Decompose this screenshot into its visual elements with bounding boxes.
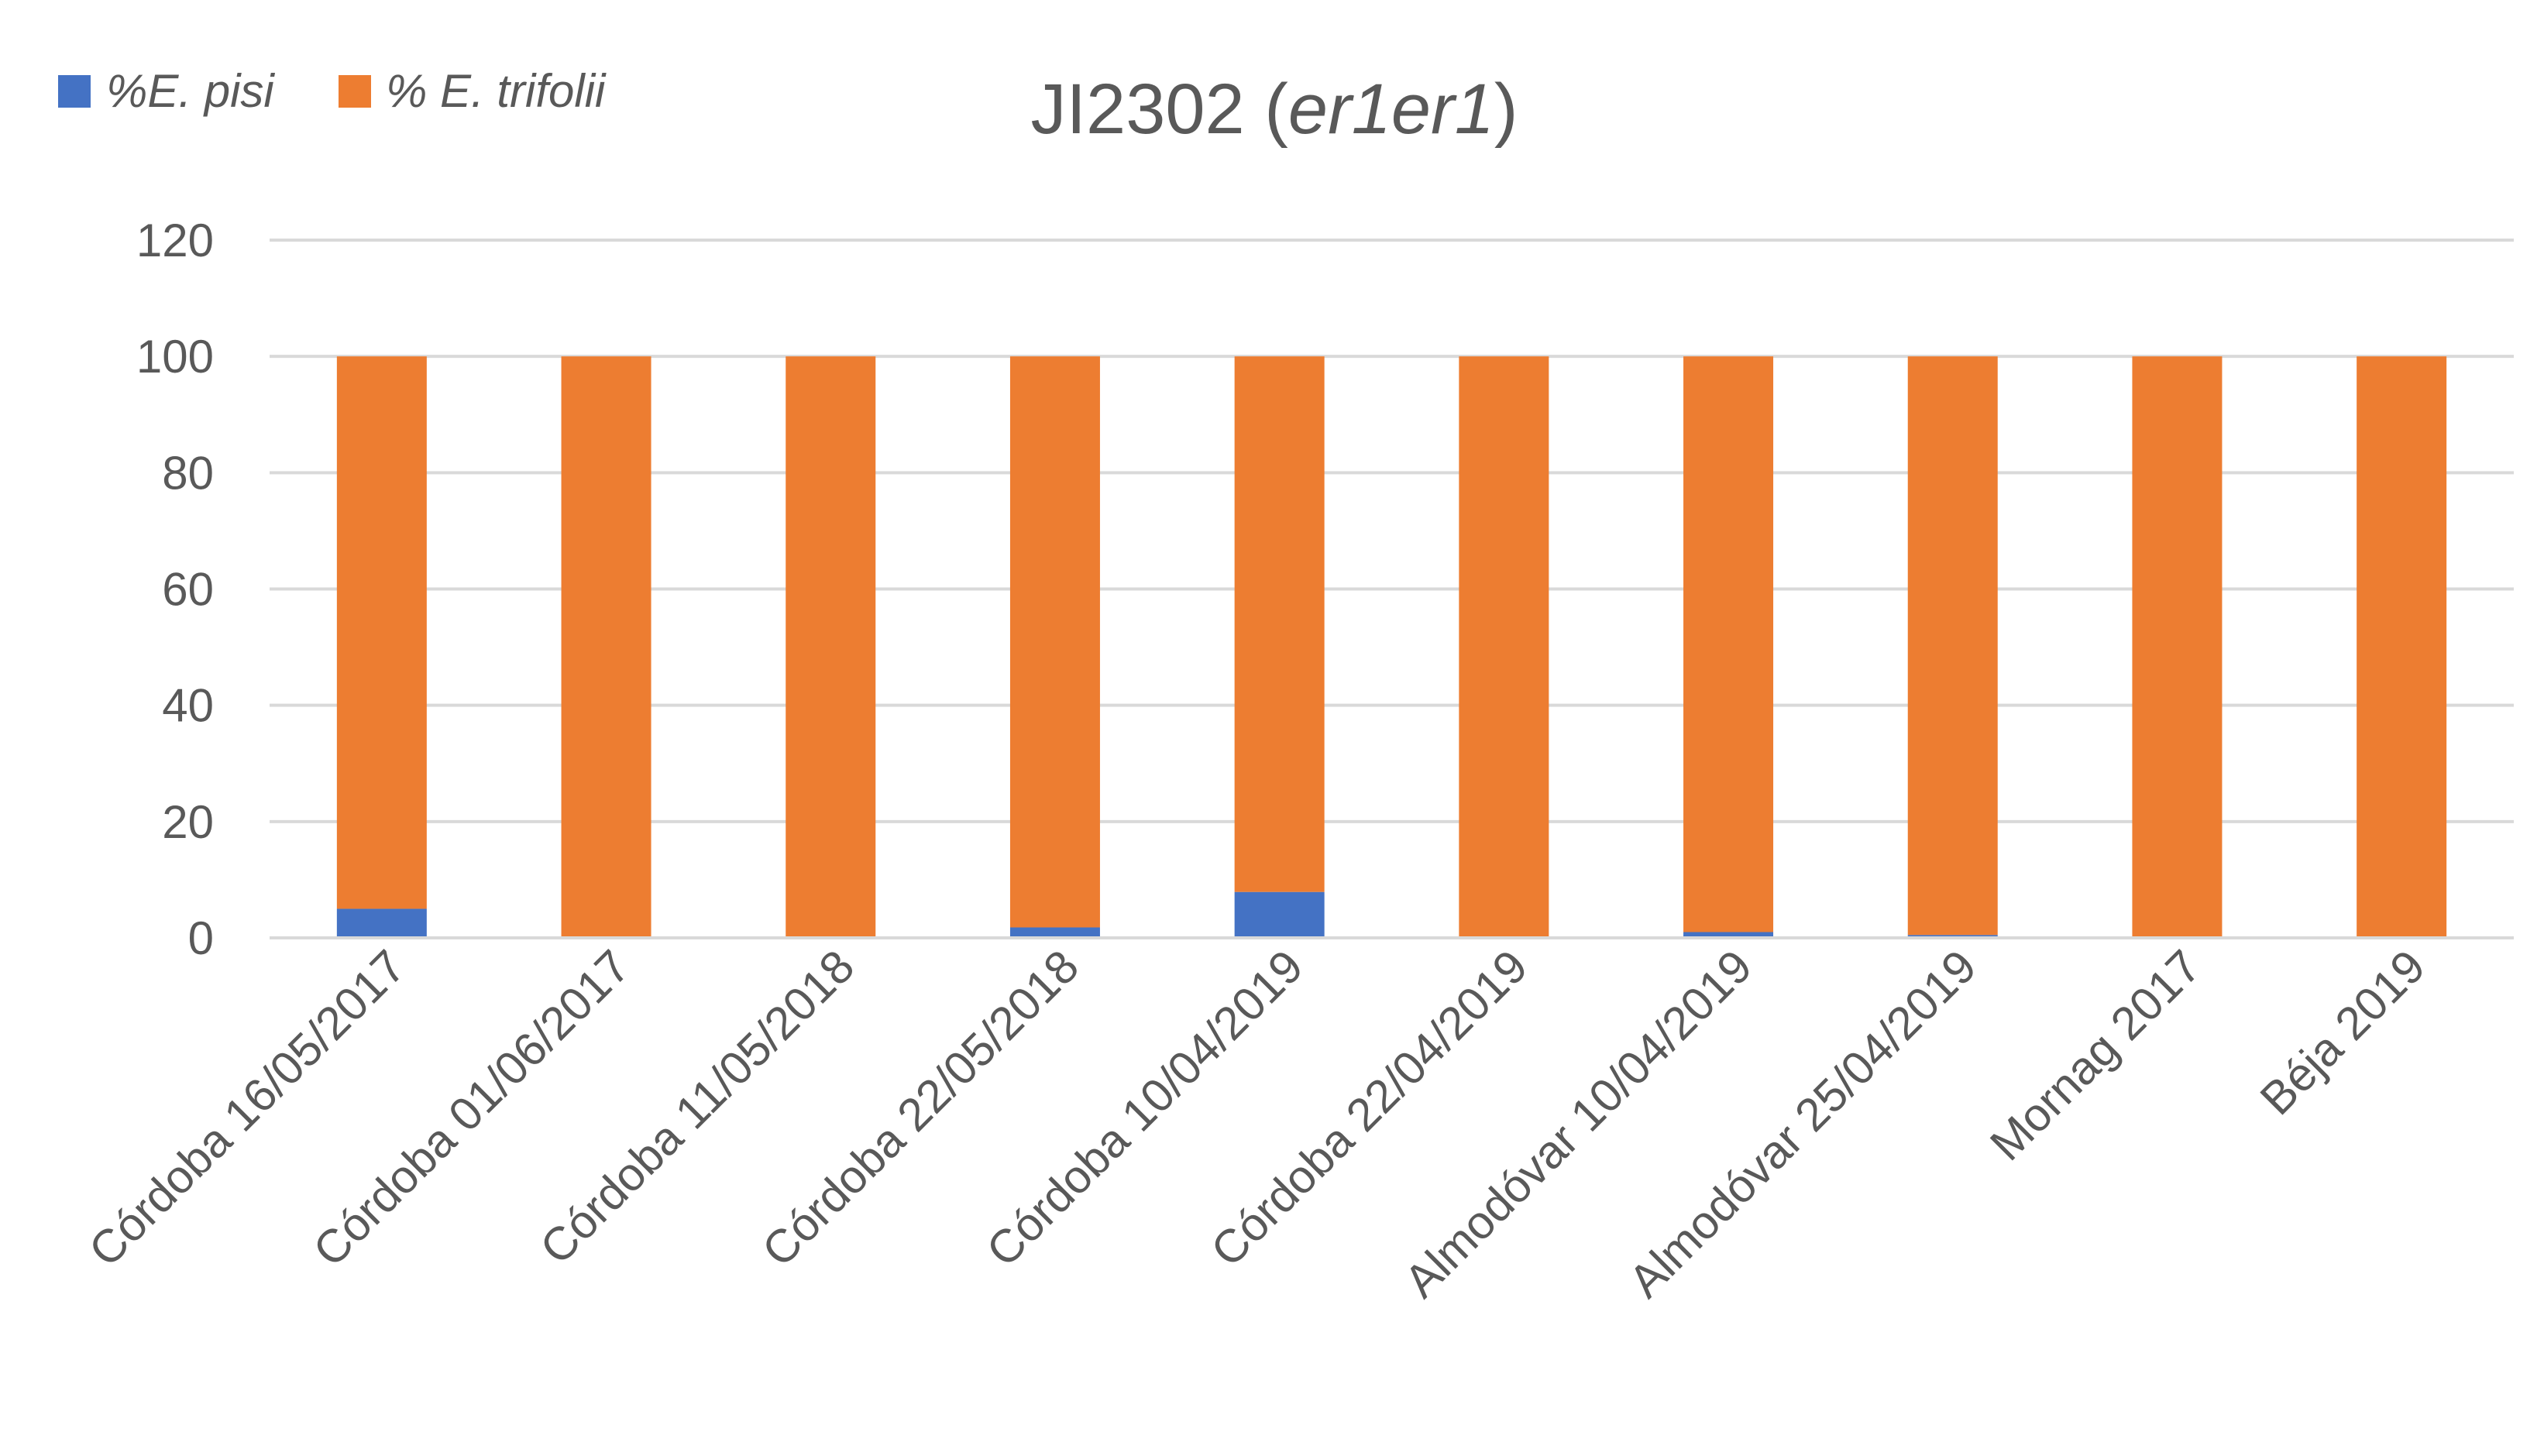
y-axis-tick-labels: 0 20 40 60 80 100 120 (136, 215, 214, 964)
legend-swatch-e-pisi (58, 75, 91, 108)
legend-swatch-e-trifolii (339, 75, 371, 108)
chart-title: JI2302 (er1er1) (1031, 70, 1518, 149)
bars (336, 356, 2447, 939)
legend: %E. pisi % E. trifolii (58, 65, 607, 117)
x-tick-label: Béja 2019 (2250, 940, 2435, 1125)
y-tick-label: 40 (162, 680, 214, 732)
bar-e-trifolii (1683, 356, 1774, 932)
bar-e-trifolii (1459, 356, 1549, 939)
bar-e-pisi (1683, 932, 1774, 938)
bar-e-trifolii (1907, 356, 1998, 936)
bar-e-trifolii (1234, 356, 1325, 892)
y-tick-label: 100 (136, 331, 214, 383)
y-tick-label: 20 (162, 796, 214, 848)
bar-e-trifolii (2357, 356, 2447, 939)
bar-e-trifolii (336, 356, 427, 909)
bar-e-trifolii (561, 356, 651, 939)
legend-label-e-trifolii: % E. trifolii (386, 65, 607, 117)
bar-e-pisi (1234, 891, 1325, 938)
chart-title-close: ) (1494, 70, 1518, 149)
bar-e-trifolii (786, 356, 876, 939)
y-tick-label: 80 (162, 447, 214, 499)
y-tick-label: 120 (136, 215, 214, 266)
bar-e-trifolii (1009, 356, 1100, 928)
legend-label-e-pisi: %E. pisi (106, 65, 275, 117)
bar-e-trifolii (2132, 356, 2223, 939)
chart-title-main: JI2302 ( (1031, 70, 1289, 149)
chart-title-genotype: er1er1 (1288, 70, 1494, 149)
x-tick-label: Mornag 2017 (1980, 940, 2210, 1170)
y-tick-label: 60 (162, 564, 214, 616)
bar-e-pisi (336, 908, 427, 938)
bar-e-pisi (1009, 927, 1100, 938)
y-tick-label: 0 (188, 912, 214, 964)
